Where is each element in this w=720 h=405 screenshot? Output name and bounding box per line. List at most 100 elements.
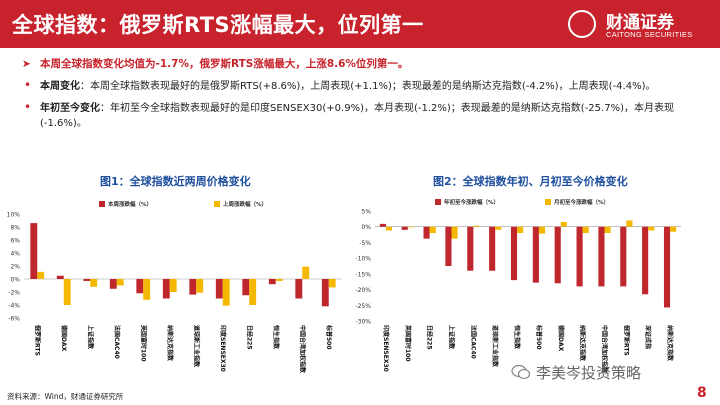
y-tick-label: -25% — [355, 303, 371, 310]
bar-secondary — [169, 279, 177, 292]
arrow-bullet-icon: ➤ — [22, 58, 31, 70]
legend-swatch — [545, 199, 551, 205]
summary-text: 本周全球指数变化均值为-1.7%，俄罗斯RTS涨幅最大，上涨8.6%位列第一。 — [40, 58, 409, 70]
x-category-label: 中国台湾加权指数 — [601, 325, 609, 374]
bullet-ytd: • 年初至今变化：年初至今全球指数表现最好的是印度SENSEX30(+0.9%)… — [22, 100, 702, 131]
wechat-icon — [511, 364, 531, 380]
bar-secondary — [604, 226, 611, 233]
x-category-label: 德国DAX — [60, 324, 68, 352]
x-category-label: 英国富时100 — [404, 324, 412, 362]
bar-primary — [445, 226, 452, 266]
x-category-label: 恒生指数 — [272, 325, 280, 350]
x-category-label: 恒生指数 — [513, 325, 521, 350]
bar-primary — [642, 226, 649, 295]
x-category-label: 法国CAC40 — [113, 325, 121, 359]
bar-primary — [189, 279, 197, 295]
bar-secondary — [37, 271, 45, 279]
bar-secondary — [451, 226, 458, 239]
x-category-label: 印度SENSEX30 — [382, 325, 390, 372]
figure1-title: 图1：全球指数近两周价格变化 — [100, 175, 251, 188]
y-tick-label: -20% — [355, 287, 371, 294]
page-title: 全球指数：俄罗斯RTS涨幅最大，位列第一 — [12, 13, 424, 37]
company-logo: 财通证券 CAITONG SECURITIES — [562, 4, 712, 44]
x-category-label: 上证指数 — [448, 325, 456, 350]
x-category-label: 俄罗斯RTS — [33, 324, 41, 356]
bar-secondary — [582, 226, 589, 233]
bar-primary — [83, 279, 91, 281]
bar-primary — [554, 226, 561, 284]
y-tick-label: 0% — [361, 224, 371, 231]
bar-primary — [423, 226, 430, 239]
figure2-title: 图2：全球指数年初、月初至今价格变化 — [433, 175, 628, 188]
bar-secondary — [275, 279, 283, 281]
logo-mark-icon — [568, 10, 596, 38]
x-category-label: 法国CAC40 — [469, 325, 477, 359]
bar-secondary — [538, 226, 546, 234]
source-note: 资料来源：Wind，财通证券研究所 — [7, 392, 124, 401]
bar-primary — [242, 279, 250, 296]
bar-primary — [162, 279, 170, 299]
legend-label: 月初至今涨跌幅（%） — [553, 198, 609, 206]
bullet-weekly: • 本周变化：本周全球指数表现最好的是俄罗斯RTS(+8.6%)，上周表现(+1… — [22, 78, 702, 94]
bar-primary — [268, 279, 276, 285]
y-tick-label: -10% — [355, 256, 371, 263]
bar-secondary — [63, 279, 71, 305]
dot-bullet-icon: • — [24, 100, 32, 114]
bar-secondary — [517, 226, 524, 233]
bullet-summary: ➤ 本周全球指数变化均值为-1.7%，俄罗斯RTS涨幅最大，上涨8.6%位列第一… — [22, 57, 702, 72]
y-tick-label: 8% — [10, 225, 20, 232]
bar-primary — [489, 226, 496, 271]
chart-ytd-change: 5% 0% -5% -10% -15% -20% -25% -30% 年初至今涨跌幅（%） 月初至… — [355, 198, 681, 374]
x-category-label: 德国DAX — [557, 324, 565, 352]
bar-primary — [620, 226, 627, 287]
y-tick-label: -5% — [359, 240, 371, 247]
x-category-label: 英国富时100 — [139, 324, 147, 362]
ytd-label: 年初至今变化 — [40, 103, 100, 114]
y-tick-label: -6% — [8, 316, 20, 323]
bar-primary — [663, 226, 671, 308]
bar-secondary — [473, 225, 480, 227]
bar-secondary — [302, 266, 310, 279]
x-category-label: 纳斯达克指数 — [166, 325, 174, 362]
y-tick-label: -15% — [355, 271, 371, 278]
bar-secondary — [385, 226, 393, 231]
bar-primary — [467, 226, 474, 271]
chart-weekly-change: 10% 8% 6% 4% 2% 0% -2% -4% -6% 本周涨跌幅（%） 上周涨跌幅（%） 俄罗… — [7, 200, 342, 374]
logo-cn-text: 财通证券 — [606, 13, 674, 33]
legend-label: 上周涨跌幅（%） — [223, 200, 267, 208]
x-category-label: 标普500 — [325, 324, 333, 350]
bar-primary — [136, 279, 144, 294]
bar-primary — [215, 279, 223, 299]
bar-secondary — [670, 226, 677, 232]
x-category-label: 纳斯达克指数 — [579, 325, 587, 362]
bar-secondary — [648, 226, 655, 231]
bar-secondary — [143, 279, 151, 300]
x-category-label: 印度SENSEX30 — [219, 325, 227, 372]
bar-secondary — [495, 226, 502, 230]
weekly-text: ：本周全球指数表现最好的是俄罗斯RTS(+8.6%)，上周表现(+1.1%)；表… — [80, 81, 656, 92]
bar-secondary — [196, 279, 204, 293]
bar-primary — [321, 279, 329, 307]
y-tick-label: -30% — [355, 319, 371, 326]
header-bar: 全球指数：俄罗斯RTS涨幅最大，位列第一 财通证券 CAITONG SECURI… — [0, 0, 720, 48]
bar-primary — [576, 226, 583, 287]
y-tick-label: -4% — [8, 303, 20, 310]
x-category-label: 深证成指 — [644, 325, 652, 349]
bar-primary — [598, 226, 605, 287]
x-category-label: 道琼斯工业指数 — [491, 325, 499, 368]
y-tick-label: 2% — [10, 264, 20, 271]
y-tick-label: 6% — [10, 238, 20, 245]
legend-label: 年初至今涨跌幅（%） — [444, 198, 499, 206]
bar-primary — [510, 226, 518, 281]
page-number: 8 — [697, 385, 707, 401]
bar-secondary — [429, 226, 436, 233]
bar-primary — [109, 279, 117, 289]
weekly-label: 本周变化 — [40, 81, 80, 92]
bar-secondary — [407, 226, 414, 228]
bar-secondary — [560, 222, 567, 227]
bar-primary — [30, 223, 38, 279]
bar-secondary — [90, 279, 98, 287]
ytd-text: ：年初至今全球指数表现最好的是印度SENSEX30(+0.9%)，本月表现(-1… — [40, 103, 674, 129]
legend-swatch — [214, 201, 220, 207]
bullet-list: ➤ 本周全球指数变化均值为-1.7%，俄罗斯RTS涨幅最大，上涨8.6%位列第一… — [22, 57, 702, 138]
